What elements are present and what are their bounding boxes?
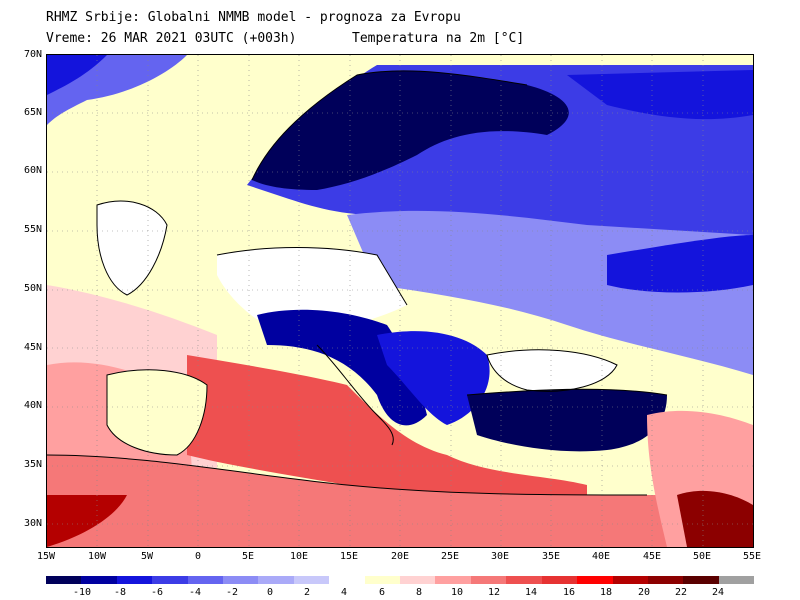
legend-label: -8 [113, 587, 127, 598]
legend-swatch [506, 576, 542, 584]
map-title: RHMZ Srbije: Globalni NMMB model - progn… [46, 10, 461, 25]
legend-swatch [435, 576, 471, 584]
legend-swatch [329, 576, 365, 584]
lat-label: 30N [23, 518, 42, 529]
lon-label: 5E [241, 551, 255, 562]
iberia-outline [106, 369, 208, 456]
legend-swatch [293, 576, 330, 584]
legend-label: 4 [340, 587, 348, 598]
lon-label: 15W [36, 551, 56, 562]
legend-label: 14 [524, 587, 538, 598]
temperature-map [46, 54, 754, 548]
baltic-coast [216, 247, 408, 306]
turkey-coast [466, 388, 668, 396]
legend-label: 2 [303, 587, 311, 598]
legend-label: 0 [266, 587, 274, 598]
scandinavia [252, 70, 569, 190]
legend-label: -6 [150, 587, 164, 598]
black-sea-outline [486, 349, 618, 392]
iberia [107, 369, 207, 455]
black-sea [487, 349, 617, 392]
legend-label: 20 [637, 587, 651, 598]
legend-swatch [258, 576, 294, 584]
legend-label: 22 [674, 587, 688, 598]
legend-swatch [541, 576, 578, 584]
lat-label: 50N [23, 283, 42, 294]
legend-swatch [683, 576, 719, 584]
forecast-time: Vreme: 26 MAR 2021 03UTC (+003h) [46, 31, 297, 46]
legend-label: 10 [450, 587, 464, 598]
lon-label: 35E [541, 551, 561, 562]
balkans [377, 331, 490, 425]
legend-swatch [152, 576, 188, 584]
legend-swatch [647, 576, 684, 584]
legend-swatch [223, 576, 259, 584]
legend-swatch [81, 576, 117, 584]
lon-label: 25E [440, 551, 460, 562]
norway-coast [251, 70, 528, 181]
arabia [677, 490, 753, 547]
graticule [47, 55, 753, 547]
legend-swatch [577, 576, 613, 584]
anatolia [467, 389, 667, 452]
north-africa [47, 455, 753, 547]
lon-label: 30E [490, 551, 510, 562]
lat-label: 70N [23, 49, 42, 60]
legend-label: -10 [72, 587, 92, 598]
lat-label: 60N [23, 165, 42, 176]
legend-swatch [46, 576, 82, 584]
legend-label: 16 [562, 587, 576, 598]
lon-label: 15E [339, 551, 359, 562]
map-canvas [46, 55, 753, 547]
variable-label: Temperatura na 2m [°C] [352, 31, 525, 46]
legend-swatch [187, 576, 224, 584]
central-europe [217, 247, 407, 329]
lat-label: 45N [23, 342, 42, 353]
greenland-sea [47, 55, 107, 95]
legend-label: 8 [415, 587, 423, 598]
legend-swatch [400, 576, 436, 584]
lon-label: 5W [140, 551, 154, 562]
british-isles [97, 201, 167, 295]
legend-swatch [612, 576, 648, 584]
legend-swatch [364, 576, 401, 584]
legend-label: 6 [378, 587, 386, 598]
lon-label: 10W [87, 551, 107, 562]
legend-swatch [470, 576, 507, 584]
legend-label: 12 [487, 587, 501, 598]
legend-label: -4 [188, 587, 202, 598]
lon-label: 55E [742, 551, 762, 562]
lon-label: 20E [390, 551, 410, 562]
legend-colorbar [46, 576, 755, 584]
britain-outline [96, 200, 168, 296]
lon-label: 45E [642, 551, 662, 562]
italy-outline [316, 344, 394, 446]
lon-label: 10E [289, 551, 309, 562]
lat-label: 35N [23, 459, 42, 470]
legend-swatch [718, 576, 755, 584]
lon-label: 40E [591, 551, 611, 562]
lon-label: 0 [194, 551, 202, 562]
legend-label: -2 [225, 587, 239, 598]
russia-cold-band [607, 235, 753, 293]
lon-label: 50E [692, 551, 712, 562]
lat-label: 55N [23, 224, 42, 235]
lat-label: 40N [23, 400, 42, 411]
africa-coast [46, 454, 648, 496]
barents-coast [567, 70, 753, 120]
mediterranean [187, 355, 587, 500]
coastlines [46, 70, 668, 496]
legend-label: 24 [711, 587, 725, 598]
legend-label: 18 [599, 587, 613, 598]
legend-swatch [116, 576, 153, 584]
morocco-hot [47, 495, 127, 547]
lat-label: 65N [23, 107, 42, 118]
